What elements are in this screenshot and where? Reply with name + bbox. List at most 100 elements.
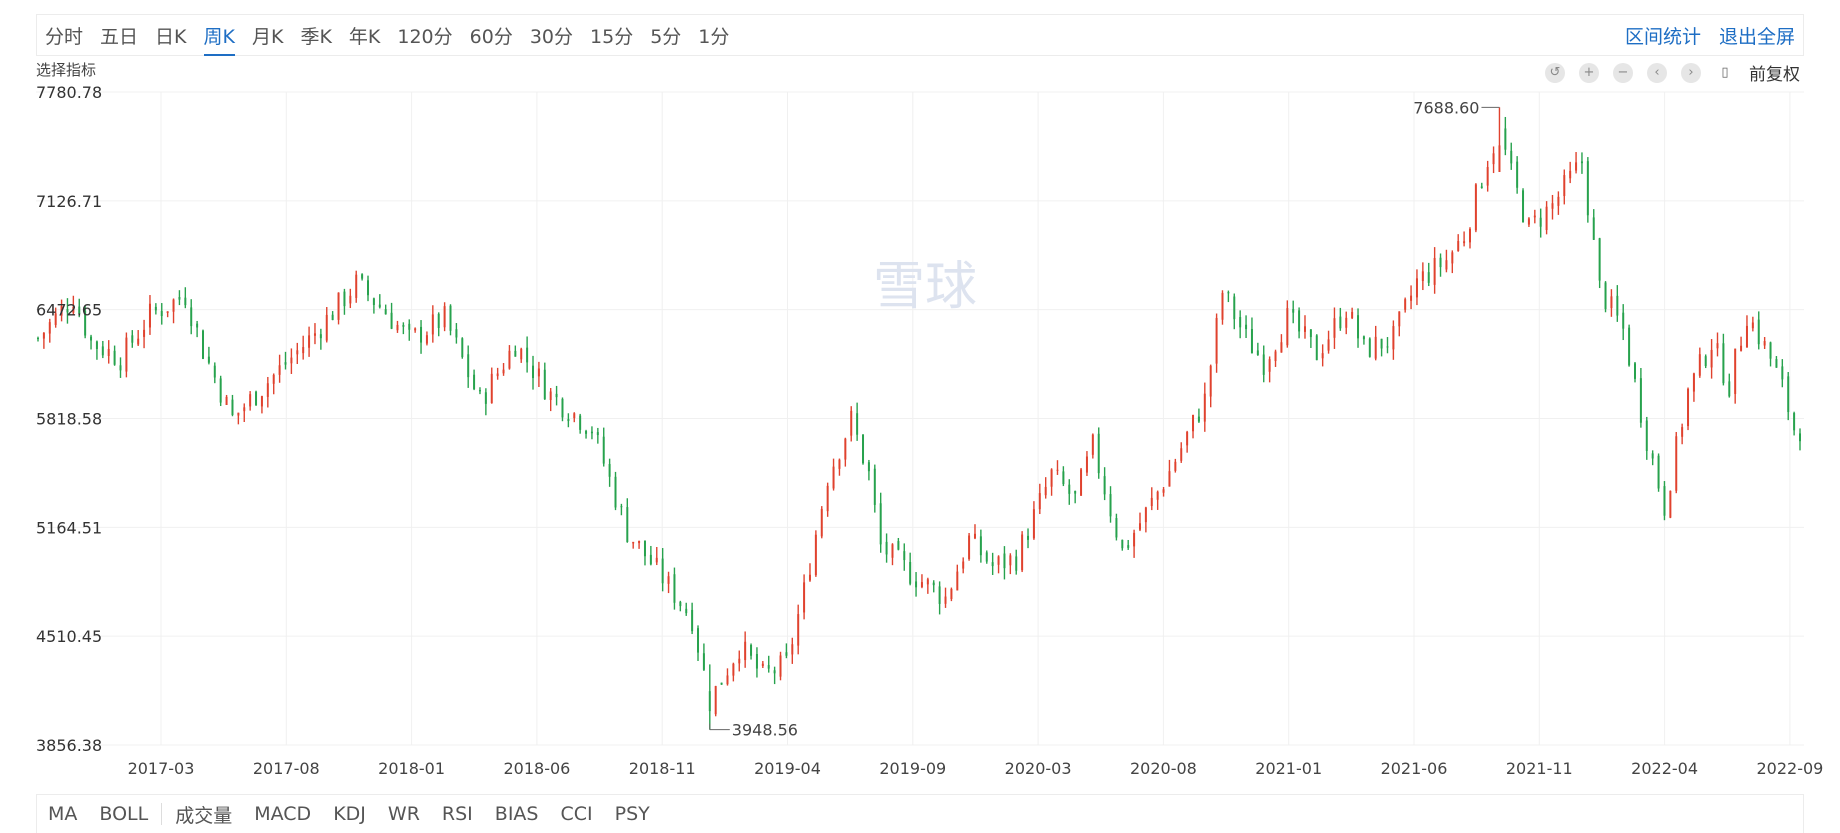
indicator-sub_indicators-0[interactable]: 成交量 xyxy=(175,804,233,827)
y-tick-label: 7780.78 xyxy=(36,83,102,102)
candle xyxy=(920,574,923,589)
indicator-sub_indicators-2[interactable]: KDJ xyxy=(333,803,366,825)
candle xyxy=(1032,501,1035,540)
candle xyxy=(1192,414,1195,439)
candle xyxy=(1374,325,1377,361)
indicator-sub_indicators-3[interactable]: WR xyxy=(387,803,420,825)
tab-1[interactable]: 五日 xyxy=(100,25,139,48)
zoom-in-icon[interactable]: + xyxy=(1579,62,1599,83)
top-links: 区间统计 退出全屏 xyxy=(1607,22,1803,49)
candle xyxy=(272,373,275,395)
candle xyxy=(1651,450,1654,466)
candle xyxy=(579,413,582,434)
candle xyxy=(249,391,252,411)
x-tick-label: 2021-06 xyxy=(1381,759,1448,778)
indicator-sub_indicators-7[interactable]: PSY xyxy=(614,803,650,825)
candle xyxy=(585,429,588,439)
candle xyxy=(1268,356,1271,383)
candle xyxy=(944,587,947,608)
tab-12[interactable]: 1分 xyxy=(698,25,730,48)
candle xyxy=(838,458,841,476)
tab-4[interactable]: 月K xyxy=(251,25,284,48)
candle xyxy=(60,299,63,322)
candle xyxy=(1787,372,1790,421)
candle xyxy=(1498,107,1501,172)
tab-9[interactable]: 30分 xyxy=(529,25,574,48)
candle xyxy=(1044,477,1047,499)
indicator-sub_indicators-5[interactable]: BIAS xyxy=(494,803,539,825)
candle xyxy=(643,540,646,566)
y-tick-label: 7126.71 xyxy=(36,192,102,211)
candle xyxy=(1062,466,1065,487)
candle xyxy=(1115,513,1118,541)
tab-7[interactable]: 120分 xyxy=(397,25,453,48)
candle xyxy=(1669,490,1672,519)
candle xyxy=(184,287,187,309)
candle xyxy=(1645,416,1648,460)
indicator-main_indicators-0[interactable]: MA xyxy=(48,803,78,825)
candle xyxy=(1793,411,1796,436)
candle xyxy=(1227,290,1230,303)
exit-fullscreen-link[interactable]: 退出全屏 xyxy=(1718,25,1795,48)
tab-8[interactable]: 60分 xyxy=(469,25,513,48)
tab-2[interactable]: 日K xyxy=(155,25,187,48)
min-price-label: 3948.56 xyxy=(732,721,798,740)
candle xyxy=(714,685,717,717)
candle xyxy=(1327,330,1330,354)
candle xyxy=(1539,208,1542,238)
watermark-text: 雪球 xyxy=(873,257,977,317)
candle xyxy=(897,537,900,551)
candle xyxy=(1309,329,1312,348)
candle xyxy=(1616,285,1619,322)
tab-5[interactable]: 季K xyxy=(300,25,332,48)
indicator-sub_indicators-1[interactable]: MACD xyxy=(254,803,312,825)
candle xyxy=(1315,334,1318,361)
indicator-tab-bar: MA BOLL 成交量 MACD KDJ WR RSI BIAS CCI PSY xyxy=(36,794,1804,833)
candle xyxy=(372,297,375,314)
candle xyxy=(296,342,299,364)
candle xyxy=(154,303,157,315)
tab-0[interactable]: 分时 xyxy=(45,25,84,48)
candle xyxy=(1150,487,1153,511)
x-axis: 2017-03 2017-08 2018-01 2018-06 2018-11 2019-… xyxy=(128,759,1824,778)
chevron-right-icon[interactable]: › xyxy=(1681,62,1701,83)
candle xyxy=(661,548,664,592)
zoom-out-icon[interactable]: − xyxy=(1613,62,1633,83)
candlestick-chart[interactable]: 雪球 7780.78 7126.71 6472.65 5818.58 5164.51 45… xyxy=(0,80,1840,794)
indicator-sub_indicators-4[interactable]: RSI xyxy=(441,803,473,825)
candle xyxy=(1250,317,1253,354)
candle xyxy=(225,394,228,406)
range-stats-link[interactable]: 区间统计 xyxy=(1624,25,1701,48)
x-tick-label: 2022-04 xyxy=(1631,759,1698,778)
candle-icon[interactable]: ▯ xyxy=(1721,65,1729,80)
y-tick-label: 5164.51 xyxy=(36,518,102,537)
candle xyxy=(72,295,75,315)
x-tick-label: 2020-03 xyxy=(1005,759,1072,778)
candle xyxy=(1221,290,1224,325)
candle xyxy=(1109,486,1112,523)
x-tick-label: 2022-09 xyxy=(1756,759,1823,778)
select-indicator-button[interactable]: 选择指标 xyxy=(36,61,97,79)
indicator-main_indicators-1[interactable]: BOLL xyxy=(99,803,149,825)
tab-6[interactable]: 年K xyxy=(348,25,381,48)
candle xyxy=(1604,281,1607,313)
candle xyxy=(443,302,446,332)
candle xyxy=(473,369,476,391)
indicator-sub_indicators-6[interactable]: CCI xyxy=(560,803,593,825)
undo-icon[interactable]: ↺ xyxy=(1545,62,1565,83)
candle xyxy=(1580,152,1583,174)
candle xyxy=(408,319,411,341)
candle xyxy=(702,643,705,671)
candle xyxy=(101,340,104,359)
candle xyxy=(1633,361,1636,383)
tab-10[interactable]: 15分 xyxy=(590,25,634,48)
candle xyxy=(1510,142,1513,170)
chevron-left-icon[interactable]: ‹ xyxy=(1647,62,1667,83)
adjust-mode-button[interactable]: 前复权 xyxy=(1749,65,1800,85)
candle xyxy=(991,552,994,575)
candle xyxy=(1527,217,1530,227)
tab-11[interactable]: 5分 xyxy=(650,25,682,48)
candle xyxy=(1740,336,1743,352)
candle xyxy=(956,564,959,591)
tab-3[interactable]: 周K xyxy=(203,15,236,56)
